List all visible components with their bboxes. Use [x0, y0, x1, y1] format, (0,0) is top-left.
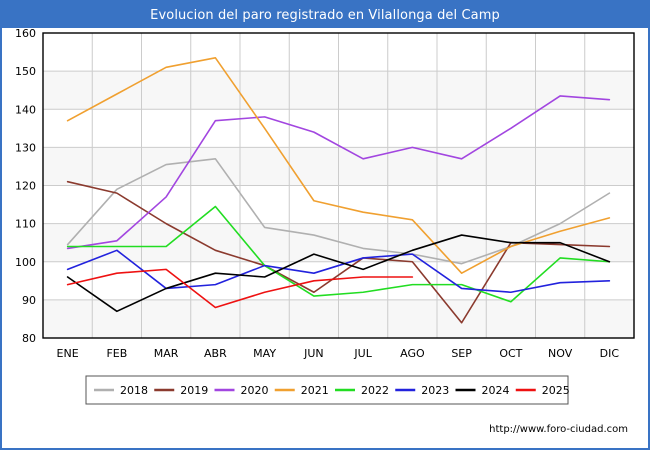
x-axis-tick-label: NOV [548, 347, 573, 360]
y-axis-tick-label: 130 [15, 141, 36, 154]
series-line-2021 [66, 56, 611, 274]
y-axis-tick-label: 90 [22, 294, 36, 307]
plot-frame [42, 32, 635, 339]
legend-label-2024: 2024 [482, 384, 510, 397]
legend-label-2018: 2018 [120, 384, 148, 397]
x-axis-tick-label: DIC [600, 347, 620, 360]
page-title: Evolucion del paro registrado en Vilallo… [150, 7, 500, 23]
x-axis-tick-label: ENE [57, 347, 79, 360]
y-axis-tick-label: 140 [15, 103, 36, 116]
series-line-2025 [66, 268, 414, 309]
legend-label-2020: 2020 [241, 384, 269, 397]
legend-label-2019: 2019 [180, 384, 208, 397]
line-chart: 80 90 100 110 120 130 140 150 160 ENE FEB MAR ABR MAY… [15, 28, 635, 435]
legend-label-2021: 2021 [301, 384, 329, 397]
source-url: http://www.foro-ciudad.com [489, 424, 628, 435]
series-line-2023 [66, 249, 611, 294]
legend-label-2025: 2025 [542, 384, 570, 397]
chart-canvas: 80 90 100 110 120 130 140 150 160 ENE FEB MAR ABR MAY… [2, 28, 648, 448]
series-line-2024 [66, 234, 611, 313]
x-axis-tick-label: SEP [451, 347, 472, 360]
series-line-2020 [66, 95, 611, 250]
y-axis-tick-label: 80 [22, 332, 36, 345]
window-title-bar: Evolucion del paro registrado en Vilallo… [2, 2, 648, 28]
y-axis-tick-label: 110 [15, 218, 36, 231]
legend-label-2023: 2023 [421, 384, 449, 397]
series-line-2022 [66, 205, 611, 303]
y-axis-tick-label: 100 [15, 256, 36, 269]
y-axis-tick-label: 160 [15, 28, 36, 40]
x-axis-tick-label: ABR [204, 347, 227, 360]
x-axis-tick-label: MAY [253, 347, 276, 360]
y-axis-tick-label: 120 [15, 180, 36, 193]
x-axis-tick-label: MAR [154, 347, 179, 360]
x-axis-tick-label: AGO [400, 347, 425, 360]
x-axis-tick-label: JUN [303, 347, 324, 360]
x-axis-tick-label: FEB [106, 347, 127, 360]
x-axis-tick-label: JUL [353, 347, 372, 360]
x-axis-tick-label: OCT [499, 347, 522, 360]
legend-label-2022: 2022 [361, 384, 389, 397]
y-axis-tick-label: 150 [15, 65, 36, 78]
